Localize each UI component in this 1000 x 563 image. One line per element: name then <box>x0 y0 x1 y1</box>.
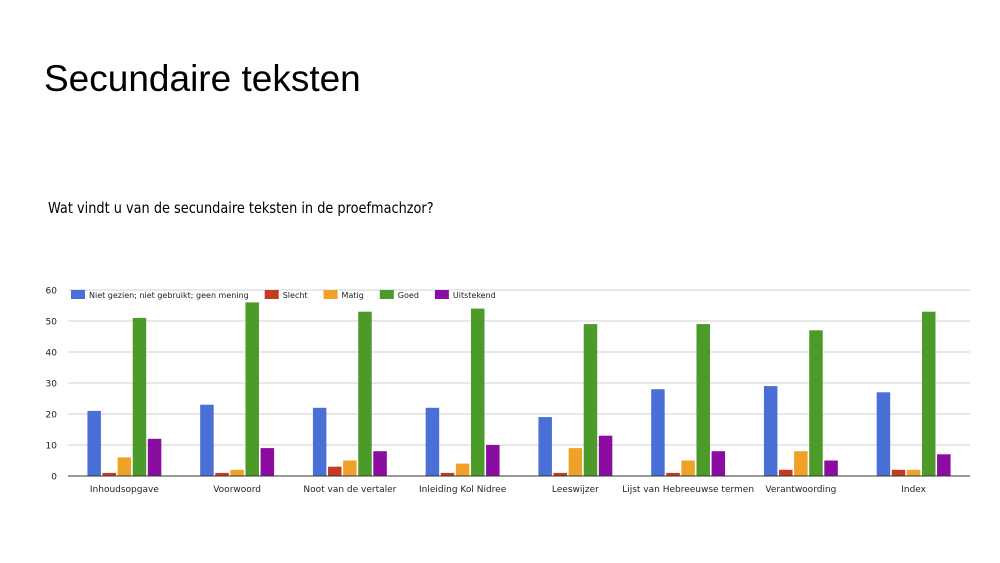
bar <box>486 445 500 476</box>
y-tick-label: 0 <box>51 473 57 483</box>
bar <box>470 308 485 476</box>
bar <box>147 438 162 476</box>
legend-swatch <box>434 290 449 299</box>
legend-swatch <box>264 290 279 299</box>
y-tick-label: 10 <box>46 442 58 452</box>
bar <box>921 311 936 476</box>
slide-title: Secundaire teksten <box>44 58 361 99</box>
bar <box>215 472 229 476</box>
bar <box>245 302 259 476</box>
bar <box>568 448 583 476</box>
bar <box>809 330 823 476</box>
legend: Niet gezien; niet gebruikt; geen mening S… <box>71 290 496 300</box>
bars <box>87 302 951 476</box>
legend-swatch <box>379 290 394 299</box>
bar <box>117 457 132 476</box>
bar <box>651 389 665 476</box>
y-tick-label: 60 <box>46 287 58 297</box>
x-tick-label: Lijst van Hebreeuwse termen <box>622 485 754 495</box>
bar <box>343 460 357 476</box>
legend-swatch <box>323 290 338 299</box>
bar <box>666 472 680 476</box>
bar <box>102 472 117 476</box>
bar <box>425 407 440 476</box>
chart-title: Wat vindt u van de secundaire teksten in… <box>48 199 434 217</box>
bar <box>583 324 598 476</box>
axes: 0 10 20 30 40 50 60 Inhoudsopgave Voorwoord Noot … <box>46 287 970 495</box>
bar <box>373 451 387 476</box>
bar <box>553 472 568 476</box>
bar <box>876 392 891 476</box>
bar <box>328 466 342 476</box>
y-tick-label: 30 <box>46 380 58 390</box>
x-tick-label: Leeswijzer <box>552 485 599 495</box>
x-tick-label: Inhoudsopgave <box>90 485 159 495</box>
bar <box>230 469 244 476</box>
legend-label: Slecht <box>283 291 308 300</box>
bar <box>455 463 470 476</box>
bar <box>696 324 710 476</box>
x-tick-label: Voorwoord <box>213 485 261 495</box>
bar <box>440 472 455 476</box>
x-tick-label: Verantwoording <box>765 485 836 495</box>
x-tick-label: Noot van de vertaler <box>303 485 396 495</box>
bar <box>937 454 951 476</box>
bar <box>891 469 906 476</box>
legend-label: Niet gezien; niet gebruikt; geen mening <box>89 291 249 300</box>
bar <box>312 407 327 476</box>
bar <box>87 410 101 476</box>
y-tick-label: 20 <box>46 411 58 421</box>
bar <box>824 460 838 476</box>
bar <box>598 435 613 476</box>
bar <box>132 317 147 476</box>
legend-label: Goed <box>398 291 419 300</box>
bar <box>358 311 372 476</box>
bar <box>794 451 808 476</box>
bar <box>711 451 726 476</box>
bar <box>906 469 921 476</box>
legend-label: Matig <box>342 291 364 300</box>
legend-label: Uitstekend <box>453 291 496 300</box>
y-tick-label: 40 <box>46 349 58 359</box>
legend-swatch <box>71 290 85 299</box>
bar <box>538 417 552 476</box>
bar <box>763 386 778 476</box>
bar <box>260 448 275 476</box>
bar <box>200 404 214 476</box>
x-tick-label: Inleiding Kol Nidree <box>419 485 507 495</box>
bar <box>681 460 695 476</box>
y-tick-label: 50 <box>46 318 58 328</box>
bar <box>779 469 793 476</box>
x-tick-label: Index <box>901 485 926 495</box>
